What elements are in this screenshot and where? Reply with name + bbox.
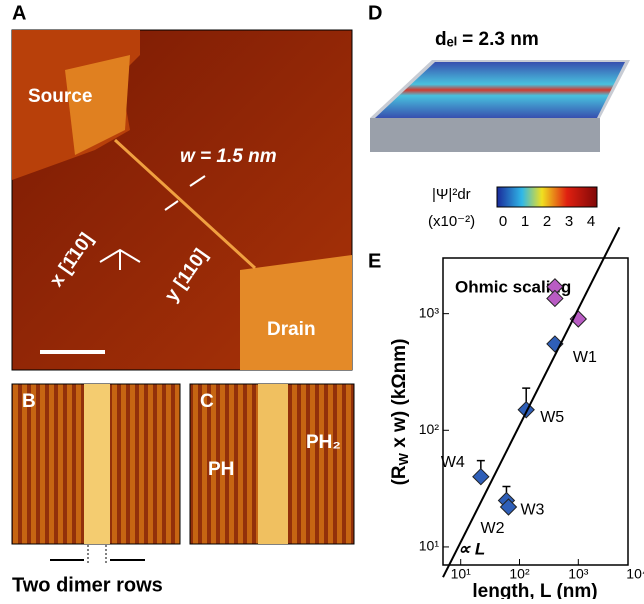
guides (87, 545, 107, 565)
x-axis-label: length, L (nm) (472, 581, 597, 599)
colorbar-tick: 4 (587, 213, 595, 230)
y-label-part: x w) (kΩnm) (389, 339, 410, 453)
panel-label: B (22, 391, 36, 412)
d-title: dₑₗ = 2.3 nm (435, 29, 539, 50)
panel-label: A (12, 2, 26, 24)
colorbar-tick: 1 (521, 213, 529, 230)
panel-label: E (368, 250, 381, 272)
source-pad (65, 55, 130, 155)
x-tick-label: 10² (509, 566, 530, 582)
drain-label: Drain (267, 319, 316, 340)
y-tick-label: 10² (419, 421, 440, 437)
point-label: W4 (441, 454, 465, 471)
point-label: W1 (573, 349, 597, 366)
axes-arrows (99, 248, 141, 270)
point-label: W3 (520, 502, 544, 519)
y-tick-label: 10¹ (419, 538, 440, 554)
slab-side (370, 118, 600, 152)
data-point (546, 289, 564, 308)
x-tick-label: 10⁴ (626, 566, 644, 582)
wire (84, 384, 110, 544)
colorbar-tick: 0 (499, 213, 507, 230)
x-tick-label: 10¹ (451, 566, 472, 582)
wire (113, 138, 257, 270)
panel-label: D (368, 2, 382, 24)
y-label-part: W (396, 452, 411, 465)
fit-line (442, 226, 621, 578)
point-label: W2 (481, 520, 505, 537)
data-point (472, 468, 490, 486)
wire (258, 384, 288, 544)
x-tick-label: 10³ (568, 566, 589, 582)
fit-label: ∝ L (458, 539, 485, 558)
ph-label: PH (208, 459, 234, 480)
width-label: w = 1.5 nm (180, 146, 277, 167)
caption: Two dimer rows (12, 574, 163, 596)
colorbar-label: |Ψ|²dr (432, 186, 471, 203)
y-label-part: (R (389, 465, 410, 485)
data-point (517, 401, 535, 419)
y-axis-label: (RW x w) (kΩnm) (389, 339, 411, 486)
colorbar-unit: (x10⁻²) (428, 213, 475, 230)
colorbar-tick: 3 (565, 213, 573, 230)
data-point (499, 498, 518, 516)
plot-frame (442, 257, 629, 566)
y-tick-label: 10³ (419, 304, 440, 320)
colorbar (496, 186, 598, 208)
source-label: Source (28, 86, 92, 107)
wavefunction (375, 62, 625, 118)
drain-pad (240, 255, 352, 370)
panel-label: C (200, 391, 214, 412)
point-label: W5 (540, 409, 564, 426)
arrow (189, 175, 206, 187)
annotation: Ohmic scaling (455, 277, 571, 296)
colorbar-tick: 2 (543, 213, 551, 230)
arrow (164, 200, 179, 211)
ph2-label: PH₂ (306, 432, 341, 453)
